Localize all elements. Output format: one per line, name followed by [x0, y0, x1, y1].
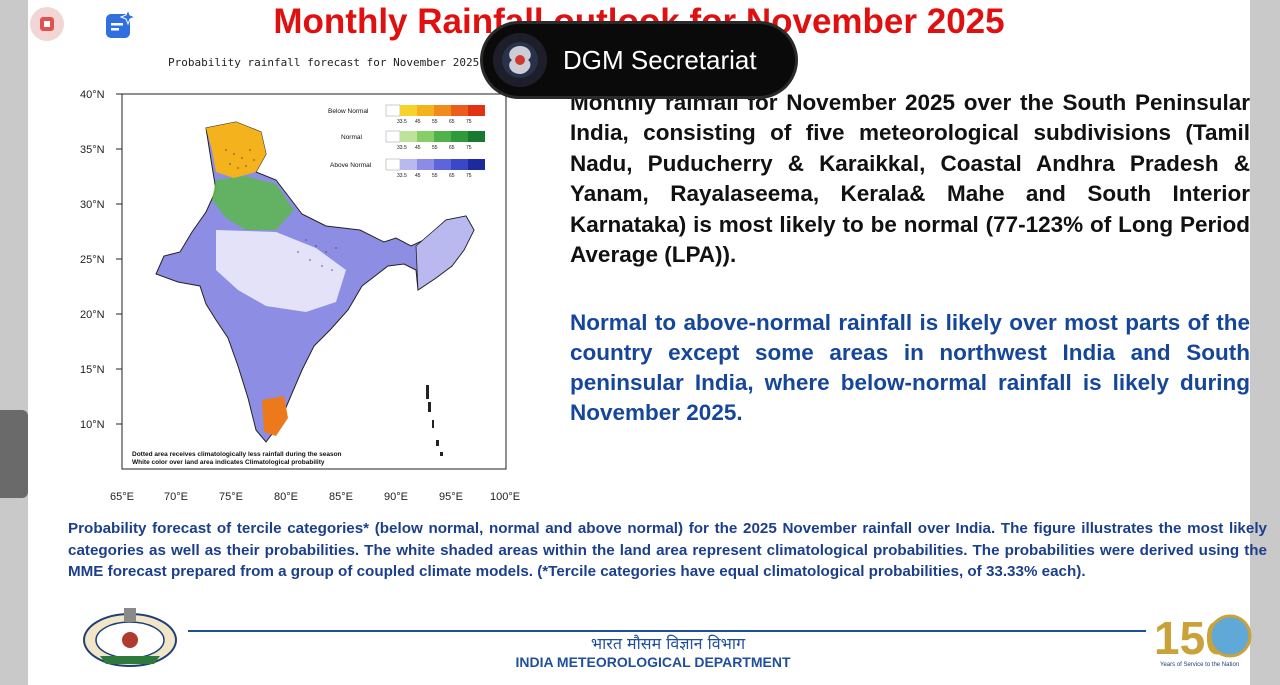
active-speaker-pill[interactable]: DGM Secretariat: [483, 24, 795, 96]
map-note: Dotted area receives climatologically le…: [132, 451, 342, 458]
lat-label: 40°N: [80, 89, 105, 101]
lat-label: 35°N: [80, 144, 105, 156]
lon-label: 80°E: [274, 491, 298, 503]
figure-caption: Probability forecast of tercile categori…: [68, 520, 1267, 580]
legend-label-below-normal: Below Normal: [328, 108, 369, 115]
edit-sparkle-icon: [106, 8, 136, 38]
svg-text:33.5: 33.5: [397, 145, 407, 151]
svg-text:33.5: 33.5: [397, 173, 407, 179]
stop-share-button[interactable]: [30, 7, 64, 41]
climatology-region-central: [216, 230, 346, 312]
svg-text:55: 55: [432, 145, 438, 151]
svg-text:65: 65: [449, 173, 455, 179]
normal-region-north: [212, 176, 294, 230]
lat-label: 10°N: [80, 419, 105, 431]
svg-text:45: 45: [415, 145, 421, 151]
svg-text:75: 75: [466, 119, 472, 125]
lon-label: 100°E: [490, 491, 520, 503]
map-legend: Below Normal 33.5 45 55 65 75 Normal 33.…: [328, 104, 485, 179]
slide: Monthly Rainfall outlook for November 20…: [28, 0, 1267, 685]
cyclone-logo-icon: [493, 33, 547, 87]
svg-text:65: 65: [449, 145, 455, 151]
lat-label: 15°N: [80, 364, 105, 376]
lat-axis: 40°N 35°N 30°N 25°N 20°N 15°N 10°N: [80, 89, 122, 431]
svg-text:55: 55: [432, 173, 438, 179]
below-normal-region-north: [206, 122, 266, 178]
lon-label: 95°E: [439, 491, 463, 503]
imd-150-logo-icon: 150 Years of Service to the Nation: [1154, 612, 1252, 668]
lat-label: 20°N: [80, 309, 105, 321]
rainfall-probability-map: 40°N 35°N 30°N 25°N 20°N 15°N 10°N 65°E …: [80, 89, 520, 503]
forecast-summary: Normal to above-normal rainfall is likel…: [570, 310, 1250, 425]
below-normal-region-south: [262, 396, 288, 436]
svg-text:45: 45: [415, 173, 421, 179]
lat-label: 25°N: [80, 254, 105, 266]
footer-hindi-name: भारत मौसम विज्ञान विभाग: [590, 634, 746, 653]
lon-label: 65°E: [110, 491, 134, 503]
dotted-area: [225, 149, 337, 271]
map-note: White color over land area indicates Cli…: [132, 459, 325, 466]
annotate-button[interactable]: [100, 6, 138, 44]
imd-emblem-icon: [83, 608, 177, 667]
map-notes: Dotted area receives climatologically le…: [132, 451, 342, 466]
northeast-region: [415, 215, 475, 291]
svg-text:65: 65: [449, 119, 455, 125]
svg-text:75: 75: [466, 173, 472, 179]
legend-label-normal: Normal: [341, 134, 363, 141]
lon-label: 85°E: [329, 491, 353, 503]
lon-label: 90°E: [384, 491, 408, 503]
lat-label: 30°N: [80, 199, 105, 211]
speaker-name: DGM Secretariat: [563, 44, 757, 75]
svg-text:75: 75: [466, 145, 472, 151]
andaman-islands: [426, 385, 443, 456]
lon-axis: 65°E 70°E 75°E 80°E 85°E 90°E 95°E 100°E: [110, 491, 520, 503]
svg-text:Years of Service to the Nation: Years of Service to the Nation: [1160, 662, 1239, 668]
map-title: Probability rainfall forecast for Novemb…: [168, 56, 480, 69]
svg-text:55: 55: [432, 119, 438, 125]
screen-share-toolbar: [0, 0, 1280, 46]
footer-divider: [188, 630, 1146, 632]
svg-text:45: 45: [415, 119, 421, 125]
svg-text:33.5: 33.5: [397, 119, 407, 125]
forecast-description: Monthly rainfall for November 2025 over …: [570, 90, 1250, 268]
lon-label: 70°E: [164, 491, 188, 503]
legend-label-above-normal: Above Normal: [330, 162, 372, 169]
footer-english-name: INDIA METEOROLOGICAL DEPARTMENT: [515, 654, 791, 670]
hand-icon: [40, 17, 54, 31]
side-panel-handle[interactable]: [0, 410, 28, 498]
lon-label: 75°E: [219, 491, 243, 503]
